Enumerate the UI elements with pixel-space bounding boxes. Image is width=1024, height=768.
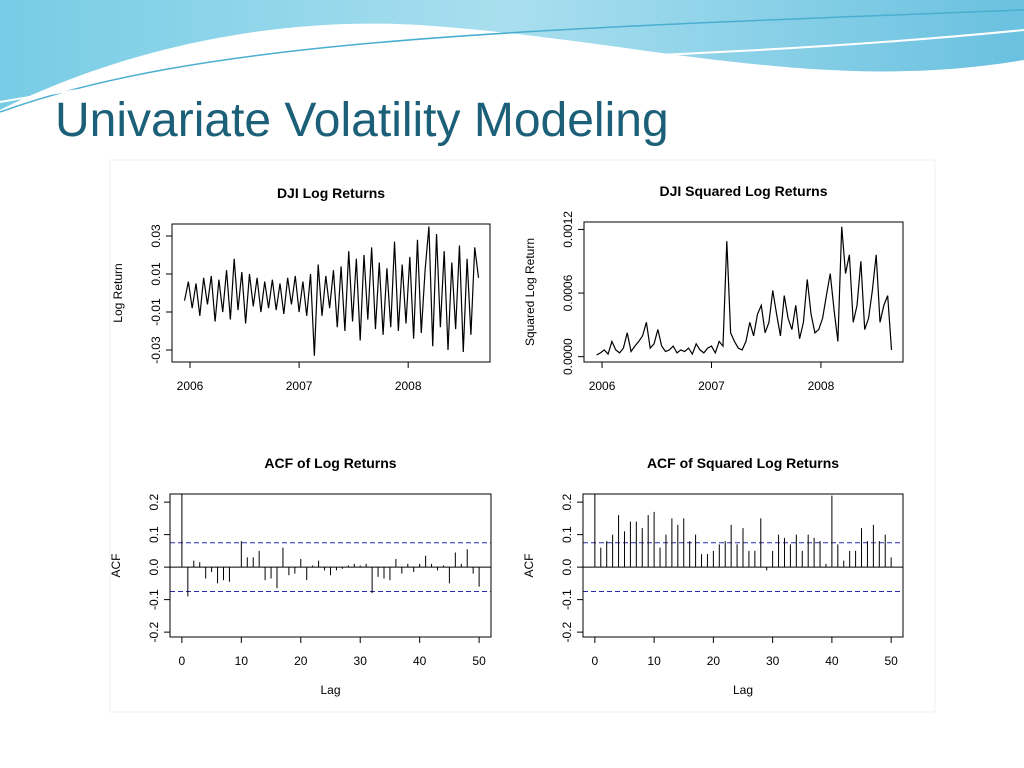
- slide-title: Univariate Volatility Modeling: [55, 94, 669, 147]
- plot-frame: [583, 221, 904, 363]
- plot-title: DJI Squared Log Returns: [659, 183, 827, 199]
- y-tick-label: -0.01: [149, 298, 163, 326]
- data-line: [596, 226, 893, 356]
- plot-panel: [183, 226, 480, 356]
- x-axis-label: Lag: [733, 683, 753, 697]
- y-tick-label: 0.2: [147, 493, 161, 510]
- plot-title: ACF of Squared Log Returns: [647, 455, 839, 471]
- y-tick-label: 0.0: [147, 558, 161, 575]
- x-tick-label: 2007: [286, 379, 313, 393]
- x-tick-label: 50: [884, 654, 898, 668]
- y-axis-label: ACF: [522, 554, 536, 578]
- x-tick-label: 2008: [808, 379, 835, 393]
- plot-frame: [169, 493, 492, 638]
- y-tick-label: -0.1: [147, 589, 161, 610]
- swoosh-line: [0, 9, 1024, 113]
- x-tick-label: 2008: [395, 379, 422, 393]
- y-axis-label: Squared Log Return: [523, 238, 537, 346]
- x-tick-label: 2006: [589, 379, 616, 393]
- y-tick-label: 0.0012: [561, 211, 575, 248]
- x-tick-label: 2006: [177, 379, 204, 393]
- plot-panel: [583, 494, 903, 592]
- y-tick-label: 0.2: [560, 493, 574, 510]
- plot-frame: [582, 493, 904, 638]
- data-line: [183, 226, 480, 356]
- y-axis-label: Log Return: [111, 263, 125, 322]
- x-tick-label: 0: [592, 654, 599, 668]
- plot-panel: [170, 494, 491, 597]
- x-axis-label: Lag: [320, 683, 340, 697]
- y-tick-label: 0.03: [149, 224, 163, 248]
- x-tick-label: 10: [647, 654, 661, 668]
- y-tick-label: 0.1: [147, 526, 161, 543]
- header-swoosh: [0, 0, 1024, 110]
- plot-panel: [596, 226, 893, 356]
- y-tick-label: -0.1: [560, 589, 574, 610]
- y-axis-label: ACF: [109, 554, 123, 578]
- y-tick-label: -0.03: [149, 336, 163, 364]
- y-tick-label: 0.0: [560, 558, 574, 575]
- x-tick-label: 20: [707, 654, 721, 668]
- y-tick-label: -0.2: [147, 621, 161, 642]
- y-tick-label: 0.0000: [561, 338, 575, 375]
- plot-title: ACF of Log Returns: [264, 455, 396, 471]
- x-tick-label: 40: [413, 654, 427, 668]
- x-tick-label: 40: [825, 654, 839, 668]
- x-tick-label: 50: [472, 654, 486, 668]
- swoosh-line: [0, 29, 1024, 103]
- y-tick-label: -0.2: [560, 621, 574, 642]
- y-tick-label: 0.01: [149, 262, 163, 286]
- x-tick-label: 2007: [698, 379, 725, 393]
- plot-title: DJI Log Returns: [277, 185, 385, 201]
- x-tick-label: 0: [179, 654, 186, 668]
- plot-frame: [171, 223, 491, 363]
- x-tick-label: 20: [294, 654, 308, 668]
- y-tick-label: 0.0006: [561, 274, 575, 311]
- x-tick-label: 10: [235, 654, 249, 668]
- x-tick-label: 30: [354, 654, 368, 668]
- plot-image: [109, 159, 936, 713]
- y-tick-label: 0.1: [560, 526, 574, 543]
- x-tick-label: 30: [766, 654, 780, 668]
